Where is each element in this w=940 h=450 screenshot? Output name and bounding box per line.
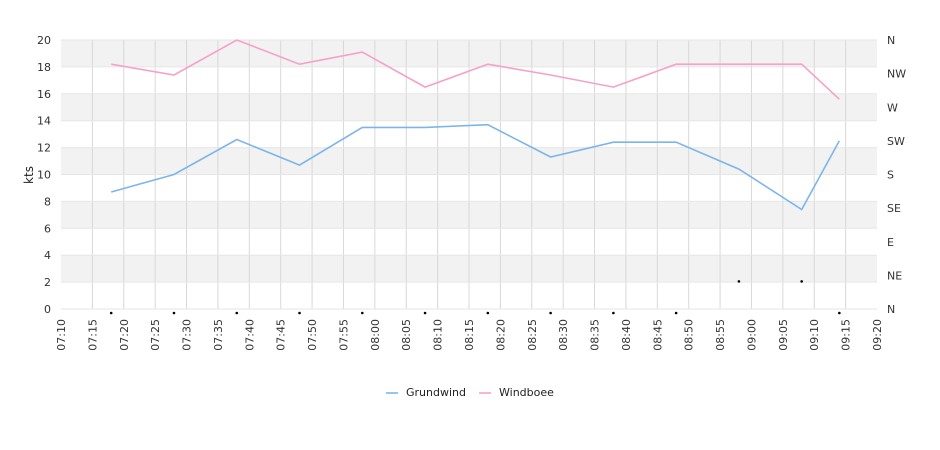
y-axis-title: kts — [22, 166, 36, 184]
y2-tick-label: E — [887, 236, 894, 249]
direction-arrow-icon — [298, 311, 301, 315]
x-tick-label: 07:15 — [86, 319, 99, 351]
x-tick-label: 07:10 — [55, 319, 68, 351]
y-tick-label: 8 — [44, 195, 51, 208]
series-lines — [110, 39, 841, 211]
direction-arrow-icon — [674, 311, 678, 315]
x-tick-label: 08:45 — [651, 319, 664, 351]
y2-tick-label: S — [887, 169, 894, 182]
direction-arrow-icon — [423, 311, 427, 315]
direction-arrow-icon — [549, 311, 552, 315]
y-tick-label: 10 — [37, 169, 51, 182]
direction-arrow-icon — [109, 311, 113, 315]
y-tick-label: 0 — [44, 303, 51, 316]
direction-arrow-icon — [486, 311, 490, 315]
direction-arrow-icon — [235, 311, 239, 315]
x-tick-label: 08:35 — [589, 319, 602, 351]
x-tick-label: 09:20 — [871, 319, 884, 351]
x-tick-label: 07:30 — [181, 319, 194, 351]
legend-item-grundwind[interactable]: Grundwind — [386, 386, 466, 399]
y-tick-label: 2 — [44, 276, 51, 289]
direction-arrow-icon — [838, 311, 841, 315]
x-tick-label: 08:25 — [526, 319, 539, 351]
x-tick-label: 08:40 — [620, 319, 633, 351]
x-tick-label: 08:00 — [369, 319, 382, 351]
x-tick-label: 09:10 — [808, 319, 821, 351]
y2-tick-label: SE — [887, 202, 901, 215]
y2-tick-label: N — [887, 303, 895, 316]
direction-markers — [109, 280, 841, 315]
legend-label: Windboee — [499, 386, 554, 399]
x-tick-label: 07:45 — [275, 319, 288, 351]
x-tick-label: 08:15 — [463, 319, 476, 351]
series-line-grundwind — [110, 123, 841, 211]
y-tick-label: 20 — [37, 34, 51, 47]
legend-item-windboee[interactable]: Windboee — [479, 386, 554, 399]
y2-tick-label: W — [887, 101, 898, 114]
horizontal-gridlines — [61, 39, 877, 310]
x-tick-label: 08:05 — [400, 319, 413, 351]
direction-arrow-icon — [172, 311, 176, 315]
y2-axis-ticks: N NE E SE S SW W NW N — [887, 34, 906, 316]
x-tick-label: 09:05 — [777, 319, 790, 351]
direction-arrow-icon — [612, 311, 615, 315]
direction-arrow-icon — [360, 311, 364, 315]
x-tick-label: 08:50 — [683, 319, 696, 351]
y-tick-label: 4 — [44, 249, 51, 262]
x-tick-label: 07:25 — [149, 319, 162, 351]
y-tick-label: 18 — [37, 61, 51, 74]
x-tick-label: 08:30 — [557, 319, 570, 351]
y-tick-label: 6 — [44, 222, 51, 235]
x-tick-label: 08:10 — [432, 319, 445, 351]
y2-tick-label: NE — [887, 269, 902, 282]
x-tick-label: 07:35 — [212, 319, 225, 351]
x-tick-label: 07:55 — [337, 319, 350, 351]
legend-label: Grundwind — [406, 386, 466, 399]
x-tick-label: 09:00 — [745, 319, 758, 351]
y2-tick-label: NW — [887, 68, 906, 81]
x-axis-ticks: 07:10 07:15 07:20 07:25 07:30 07:35 07:40 07:45… — [55, 319, 884, 351]
x-tick-label: 09:15 — [840, 319, 853, 351]
y2-tick-label: SW — [887, 135, 905, 148]
y-tick-label: 12 — [37, 142, 51, 155]
x-tick-label: 08:55 — [714, 319, 727, 351]
x-tick-label: 07:40 — [243, 319, 256, 351]
direction-arrow-icon — [800, 280, 803, 283]
direction-arrow-icon — [737, 280, 741, 283]
series-line-windboee — [111, 39, 840, 100]
y2-tick-label: N — [887, 34, 895, 47]
y-axis-ticks: 0 2 4 6 8 10 12 14 16 18 20 — [37, 34, 51, 316]
x-tick-label: 07:20 — [118, 319, 131, 351]
y-tick-label: 16 — [37, 88, 51, 101]
x-tick-label: 07:50 — [306, 319, 319, 351]
x-tick-label: 08:20 — [494, 319, 507, 351]
legend[interactable]: Grundwind Windboee — [386, 386, 554, 399]
y-tick-label: 14 — [37, 115, 51, 128]
